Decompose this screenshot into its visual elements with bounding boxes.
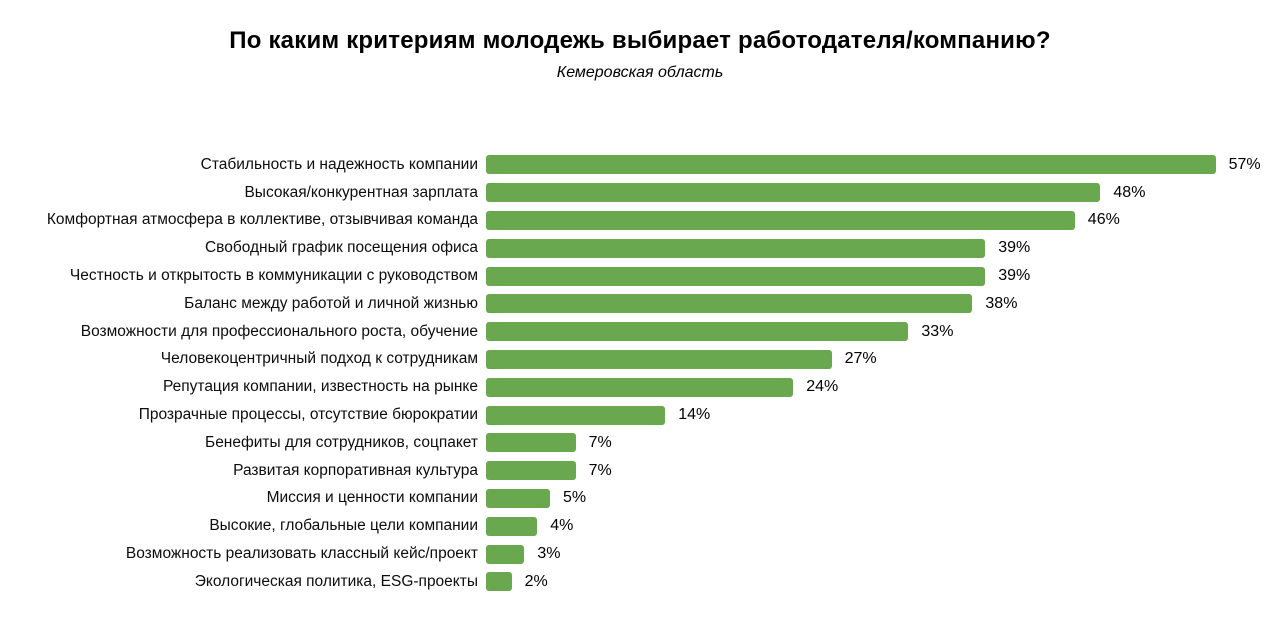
bar-chart: Стабильность и надежность компании 57% Выс…	[0, 151, 1280, 596]
bar-track: 57%	[486, 155, 1280, 175]
bar-row: Стабильность и надежность компании 57%	[0, 151, 1280, 179]
bar-row: Баланс между работой и личной жизнью 38%	[0, 290, 1280, 318]
category-label: Развитая корпоративная культура	[233, 461, 478, 479]
category-label: Возможности для профессионального роста,…	[80, 322, 478, 340]
bar-track: 48%	[486, 183, 1280, 203]
bar-track: 39%	[486, 238, 1280, 258]
value-label: 3%	[537, 545, 561, 563]
bar	[486, 183, 1101, 203]
value-label: 46%	[1087, 211, 1120, 229]
category-label: Высокие, глобальные цели компании	[209, 517, 478, 535]
bar-row: Возможность реализовать классный кейс/пр…	[0, 540, 1280, 568]
bar	[486, 544, 525, 564]
category-label: Возможность реализовать классный кейс/пр…	[125, 545, 478, 563]
value-label: 2%	[524, 572, 548, 590]
chart-subtitle: Кемеровская область	[556, 64, 724, 81]
bar-track: 27%	[486, 349, 1280, 369]
bar-row: Возможности для профессионального роста,…	[0, 318, 1280, 346]
chart-page: По каким критериям молодежь выбирает раб…	[0, 27, 1280, 634]
bar-track: 33%	[486, 322, 1280, 342]
category-label: Свободный график посещения офиса	[204, 239, 478, 257]
bar-row: Репутация компании, известность на рынке…	[0, 373, 1280, 401]
bar	[486, 238, 986, 258]
value-label: 7%	[588, 461, 612, 479]
bar	[486, 433, 576, 453]
bar-track: 7%	[486, 461, 1280, 481]
category-label: Комфортная атмосфера в коллективе, отзыв…	[46, 211, 478, 229]
value-label: 4%	[550, 517, 574, 535]
category-label: Баланс между работой и личной жизнью	[184, 294, 478, 312]
bar-row: Прозрачные процессы, отсутствие бюрократ…	[0, 401, 1280, 429]
chart-title: По каким критериям молодежь выбирает раб…	[229, 27, 1051, 54]
bar-row: Комфортная атмосфера в коллективе, отзыв…	[0, 207, 1280, 235]
bar-track: 5%	[486, 488, 1280, 508]
bar-track: 38%	[486, 294, 1280, 314]
bar-row: Честность и открытость в коммуникации с …	[0, 262, 1280, 290]
value-label: 39%	[998, 267, 1031, 285]
value-label: 57%	[1228, 155, 1261, 173]
value-label: 39%	[998, 239, 1031, 257]
bar-track: 3%	[486, 544, 1280, 564]
bar	[486, 516, 538, 536]
category-label: Честность и открытость в коммуникации с …	[69, 267, 478, 285]
bar	[486, 294, 973, 314]
category-label: Миссия и ценности компании	[266, 489, 478, 507]
bar-track: 39%	[486, 266, 1280, 286]
bar-track: 24%	[486, 377, 1280, 397]
category-label: Стабильность и надежность компании	[200, 155, 478, 173]
bar-track: 14%	[486, 405, 1280, 425]
value-label: 5%	[563, 489, 587, 507]
category-label: Репутация компании, известность на рынке	[162, 378, 478, 396]
bar	[486, 377, 794, 397]
bar	[486, 266, 986, 286]
category-label: Высокая/конкурентная зарплата	[244, 183, 478, 201]
category-label: Бенефиты для сотрудников, соцпакет	[205, 433, 478, 451]
bar-row: Высокая/конкурентная зарплата 48%	[0, 179, 1280, 207]
value-label: 24%	[806, 378, 839, 396]
bar-row: Человекоцентричный подход к сотрудникам 2…	[0, 346, 1280, 374]
bar-track: 4%	[486, 516, 1280, 536]
category-label: Человекоцентричный подход к сотрудникам	[160, 350, 478, 368]
value-label: 27%	[844, 350, 877, 368]
bar-row: Миссия и ценности компании 5%	[0, 485, 1280, 513]
bar-row: Бенефиты для сотрудников, соцпакет 7%	[0, 429, 1280, 457]
value-label: 48%	[1113, 183, 1146, 201]
bar	[486, 210, 1075, 230]
value-label: 14%	[678, 406, 711, 424]
category-label: Прозрачные процессы, отсутствие бюрократ…	[138, 406, 478, 424]
value-label: 33%	[921, 322, 954, 340]
bar-row: Высокие, глобальные цели компании 4%	[0, 512, 1280, 540]
bar	[486, 155, 1216, 175]
category-label: Экологическая политика, ESG-проекты	[194, 572, 478, 590]
bar-row: Развитая корпоративная культура 7%	[0, 457, 1280, 485]
bar	[486, 572, 512, 592]
value-label: 7%	[588, 433, 612, 451]
bar	[486, 488, 550, 508]
bar-track: 46%	[486, 210, 1280, 230]
bar	[486, 405, 666, 425]
bar-track: 2%	[486, 572, 1280, 592]
bar-row: Экологическая политика, ESG-проекты 2%	[0, 568, 1280, 596]
bar	[486, 349, 832, 369]
value-label: 38%	[985, 294, 1018, 312]
bar-track: 7%	[486, 433, 1280, 453]
bar-row: Свободный график посещения офиса 39%	[0, 234, 1280, 262]
bar	[486, 322, 909, 342]
bar	[486, 461, 576, 481]
